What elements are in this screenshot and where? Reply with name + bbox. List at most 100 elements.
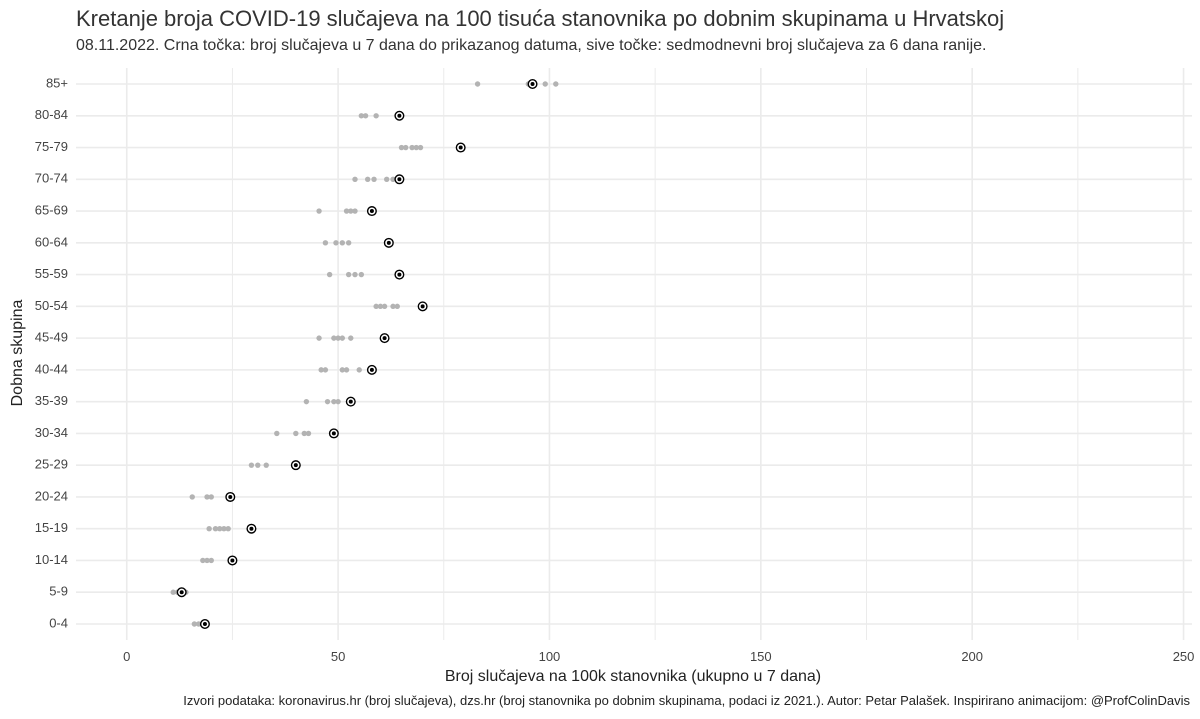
y-tick-labels: 0-4 5-9 10-14 15-19 20-24 25-29 30-34 35-39 40-4… <box>35 75 68 630</box>
y-tick-label: 30-34 <box>35 425 68 440</box>
current-point-core <box>348 399 353 404</box>
chart-subtitle: 08.11.2022. Crna točka: broj slučajeva u… <box>76 37 987 54</box>
previous-point <box>542 81 548 87</box>
previous-point <box>208 557 214 564</box>
previous-point <box>195 621 202 627</box>
previous-point <box>204 557 210 564</box>
previous-point <box>303 398 310 405</box>
previous-point <box>293 430 299 437</box>
current-point-core <box>331 431 336 436</box>
y-tick-label: 55-59 <box>35 266 68 281</box>
previous-point <box>390 176 396 182</box>
y-tick-label: 50-54 <box>35 298 68 313</box>
previous-point <box>362 113 369 119</box>
current-point-core <box>369 367 374 372</box>
current-point-core <box>382 336 387 341</box>
previous-point <box>358 271 365 278</box>
previous-point <box>358 113 365 119</box>
previous-point <box>225 526 231 532</box>
chart-title: Kretanje broja COVID-19 slučajeva na 100… <box>76 6 1005 31</box>
previous-point <box>206 526 212 532</box>
previous-point <box>339 240 346 246</box>
previous-point <box>474 81 481 87</box>
previous-point <box>398 144 405 151</box>
x-tick-labels: 0 50 100 150 200 250 <box>123 649 1194 664</box>
previous-point <box>394 303 400 310</box>
previous-point <box>348 208 354 214</box>
previous-point <box>305 430 312 437</box>
previous-point <box>373 113 379 119</box>
current-point-core <box>397 113 402 118</box>
previous-point <box>352 208 358 214</box>
y-axis-label: Dobna skupina <box>9 300 26 407</box>
previous-point <box>189 494 195 500</box>
current-point-core <box>369 209 374 214</box>
previous-point <box>335 398 341 405</box>
y-tick-label: 20-24 <box>35 488 68 503</box>
previous-point <box>217 526 223 532</box>
x-tick-label: 0 <box>123 649 130 664</box>
y-tick-label: 15-19 <box>35 520 68 535</box>
previous-point <box>352 271 358 278</box>
previous-point <box>255 462 261 468</box>
x-tick-label: 50 <box>331 649 345 664</box>
previous-point <box>204 494 210 500</box>
previous-point <box>417 144 424 151</box>
previous-point <box>343 367 350 373</box>
previous-point <box>316 208 322 214</box>
previous-point <box>274 430 280 437</box>
y-tick-label: 60-64 <box>35 234 68 249</box>
previous-point <box>333 240 339 246</box>
y-tick-label: 80-84 <box>35 107 68 122</box>
previous-point <box>208 494 214 500</box>
previous-point <box>409 144 415 151</box>
previous-point <box>248 462 255 468</box>
current-point-core <box>230 558 235 563</box>
previous-point <box>331 335 337 341</box>
y-tick-label: 65-69 <box>35 202 68 217</box>
previous-point <box>221 526 227 532</box>
current-point-core <box>202 622 207 626</box>
current-point-core <box>420 304 425 309</box>
x-tick-label: 100 <box>539 649 561 664</box>
previous-point <box>339 335 346 341</box>
previous-point <box>335 335 341 341</box>
y-tick-label: 35-39 <box>35 393 68 408</box>
chart-caption: Izvori podataka: koronavirus.hr (broj sl… <box>183 693 1190 708</box>
y-tick-label: 45-49 <box>35 330 68 345</box>
previous-point <box>301 430 307 437</box>
previous-point <box>373 303 379 310</box>
previous-point <box>326 271 333 278</box>
current-point-core <box>249 526 254 531</box>
previous-point <box>331 398 337 405</box>
previous-point <box>318 367 324 373</box>
previous-point <box>352 176 358 182</box>
previous-point <box>377 303 384 310</box>
current-point-core <box>228 494 233 499</box>
previous-point <box>364 176 371 182</box>
previous-point <box>553 81 559 87</box>
x-tick-label: 250 <box>1173 649 1195 664</box>
y-tick-label: 0-4 <box>49 615 68 630</box>
previous-point <box>263 462 269 468</box>
previous-point <box>316 335 322 341</box>
previous-point <box>381 303 388 310</box>
current-point-core <box>179 590 184 595</box>
previous-point <box>390 303 396 310</box>
previous-point <box>371 176 377 182</box>
current-points <box>176 78 538 630</box>
previous-point <box>345 240 352 246</box>
previous-point <box>343 208 350 214</box>
previous-point <box>212 526 219 532</box>
previous-point <box>413 144 419 151</box>
previous-point <box>324 398 331 405</box>
current-point-core <box>386 240 391 245</box>
previous-point <box>322 367 329 373</box>
previous-point <box>356 367 362 373</box>
y-tick-label: 85+ <box>46 75 68 90</box>
y-tick-label: 10-14 <box>35 552 68 567</box>
y-tick-label: 5-9 <box>49 584 68 599</box>
previous-point <box>384 176 390 182</box>
previous-point <box>403 144 409 151</box>
